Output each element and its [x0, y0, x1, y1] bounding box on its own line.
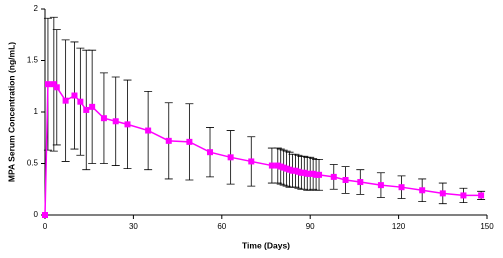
data-point	[112, 118, 119, 125]
x-tick-label: 60	[217, 222, 226, 231]
data-point	[227, 154, 234, 161]
data-point	[165, 137, 172, 144]
y-tick-label: 0.5	[27, 159, 39, 168]
data-point	[342, 176, 349, 183]
data-point	[268, 162, 275, 169]
data-point	[478, 192, 485, 199]
x-tick-label: 150	[480, 222, 494, 231]
data-point	[53, 84, 60, 91]
data-point	[330, 173, 337, 180]
data-point	[77, 98, 84, 105]
data-point	[145, 127, 152, 134]
data-point	[419, 187, 426, 194]
x-axis-label: Time (Days)	[242, 240, 290, 250]
data-point	[248, 158, 255, 165]
data-point	[460, 192, 467, 199]
y-tick-label: 0	[34, 210, 39, 219]
x-tick-label: 30	[129, 222, 138, 231]
x-tick-label: 90	[306, 222, 315, 231]
data-point	[42, 212, 48, 218]
y-tick-label: 1	[34, 107, 39, 116]
y-tick-label: 1.5	[27, 56, 39, 65]
data-point	[439, 190, 446, 197]
data-line	[44, 83, 482, 216]
data-point	[62, 97, 69, 104]
data-point	[357, 179, 364, 186]
data-point	[89, 103, 96, 110]
data-point	[124, 121, 131, 128]
data-point	[71, 92, 78, 99]
data-point	[186, 138, 193, 145]
data-point	[44, 81, 51, 88]
data-point	[207, 149, 214, 156]
data-point	[316, 171, 323, 178]
y-tick-label: 2	[34, 4, 39, 13]
x-tick-label: 120	[392, 222, 406, 231]
data-point	[377, 182, 384, 189]
data-point	[83, 106, 90, 113]
data-point	[100, 115, 107, 122]
data-point	[50, 81, 57, 88]
data-point	[398, 184, 405, 191]
y-axis-label: MPA Serum Concentration (ng/mL)	[6, 42, 16, 182]
x-tick-label: 0	[43, 222, 48, 231]
